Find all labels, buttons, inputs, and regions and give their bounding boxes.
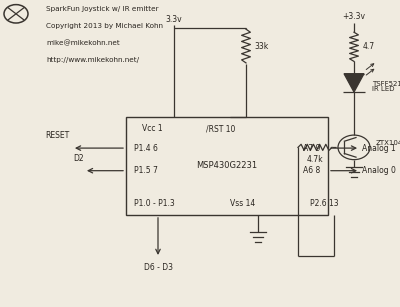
Text: MSP430G2231: MSP430G2231 (196, 161, 258, 170)
Text: 33k: 33k (254, 41, 268, 51)
Text: mike@mikekohn.net: mike@mikekohn.net (46, 40, 120, 46)
Text: A6 8: A6 8 (303, 166, 320, 175)
Text: Vss 14: Vss 14 (230, 199, 255, 208)
Text: Vcc 1: Vcc 1 (142, 124, 163, 134)
Text: Analog 0: Analog 0 (362, 166, 396, 175)
Text: A7 9: A7 9 (303, 144, 320, 153)
Text: ZTX1049A: ZTX1049A (376, 140, 400, 146)
Text: D6 - D3: D6 - D3 (144, 262, 172, 272)
Text: P1.0 - P1.3: P1.0 - P1.3 (134, 199, 175, 208)
Text: http://www.mikekohn.net/: http://www.mikekohn.net/ (46, 57, 139, 63)
Bar (126, 117, 328, 215)
Text: 4.7k: 4.7k (307, 155, 323, 164)
Text: SparkFun Joystick w/ IR emitter: SparkFun Joystick w/ IR emitter (46, 6, 159, 12)
Polygon shape (344, 74, 364, 92)
Text: D2: D2 (73, 154, 84, 163)
Text: P1.5 7: P1.5 7 (134, 166, 158, 175)
Text: RESET: RESET (46, 131, 70, 140)
Text: 4.7: 4.7 (363, 42, 375, 52)
Text: P1.4 6: P1.4 6 (134, 144, 158, 153)
Text: /RST 10: /RST 10 (206, 124, 235, 134)
Text: Copyright 2013 by Michael Kohn: Copyright 2013 by Michael Kohn (46, 23, 163, 29)
Text: +3.3v: +3.3v (342, 12, 366, 21)
Text: TSFF5210: TSFF5210 (372, 81, 400, 87)
Text: Analog 1: Analog 1 (362, 144, 396, 153)
Text: IR LED: IR LED (372, 86, 394, 92)
Text: P2.6 13: P2.6 13 (310, 199, 339, 208)
Text: 3.3v: 3.3v (166, 15, 182, 25)
